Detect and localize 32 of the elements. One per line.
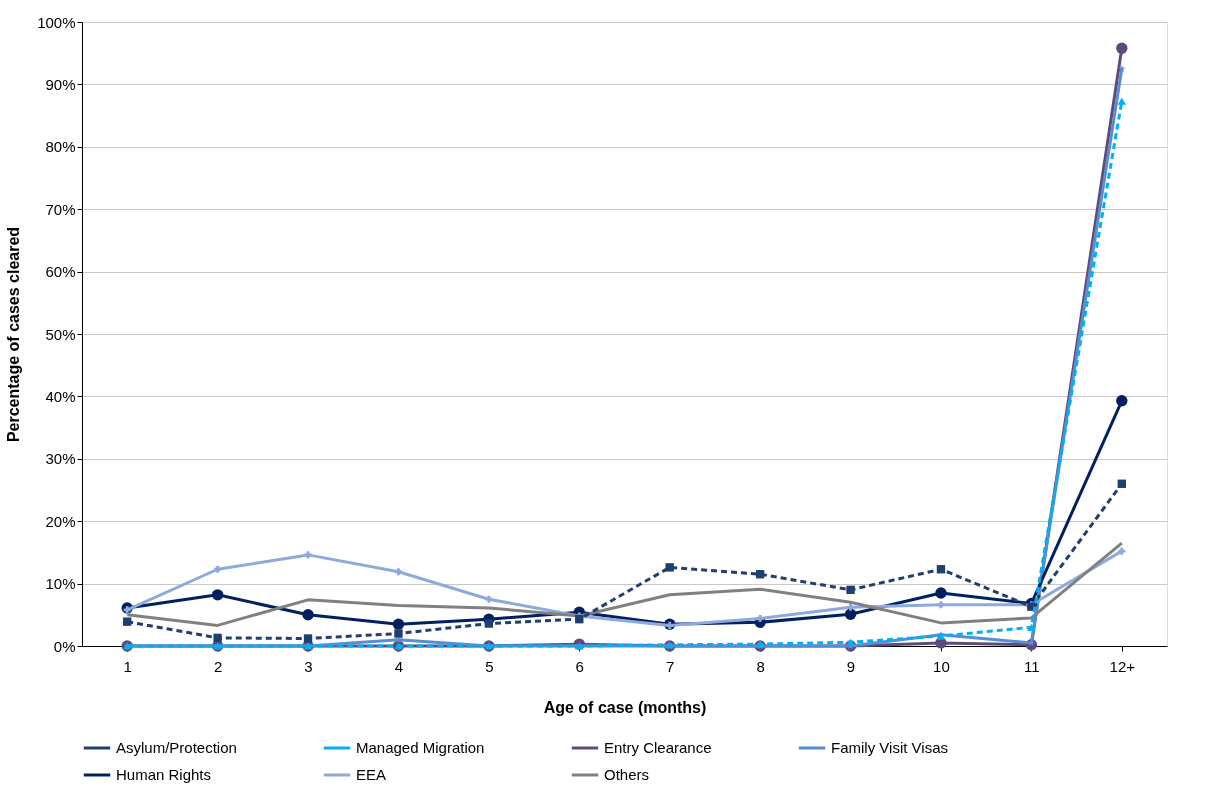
x-tick-label: 12+ [1109,657,1136,675]
y-tick-label: 10% [45,575,76,593]
y-tick-label: 40% [45,387,76,405]
x-tick-label: 11 [1024,657,1040,675]
y-tick-label: 20% [45,512,76,530]
y-tick-label: 30% [45,450,76,468]
x-tick-label: 3 [304,657,313,675]
legend-label: Human Rights [116,766,212,783]
legend-label: Family Visit Visas [831,739,948,756]
y-tick-label: 70% [45,200,76,218]
legend-label: EEA [356,766,387,783]
x-tick-label: 9 [846,657,856,675]
x-tick-label: 8 [756,657,765,675]
legend-label: Others [604,766,650,783]
x-axis-title: Age of case (months) [543,698,707,716]
x-tick-label: 2 [213,657,223,675]
legend-label: Managed Migration [356,739,485,756]
y-tick-label: 90% [45,75,76,93]
x-tick-label: 7 [666,657,675,675]
x-tick-label: 10 [933,657,950,675]
x-tick-label: 5 [485,657,494,675]
y-tick-label: 80% [45,138,76,156]
legend-label: Asylum/Protection [116,739,237,756]
y-axis-title: Percentage of cases cleared [5,226,23,443]
y-tick-label: 60% [45,263,76,281]
x-tick-label: 6 [575,657,584,675]
x-tick-label: 1 [123,657,132,675]
legend-label: Entry Clearance [604,739,712,756]
y-tick-label: 100% [37,13,76,31]
x-tick-label: 4 [394,657,404,675]
y-tick-label: 0% [53,637,76,655]
y-tick-label: 50% [45,325,76,343]
